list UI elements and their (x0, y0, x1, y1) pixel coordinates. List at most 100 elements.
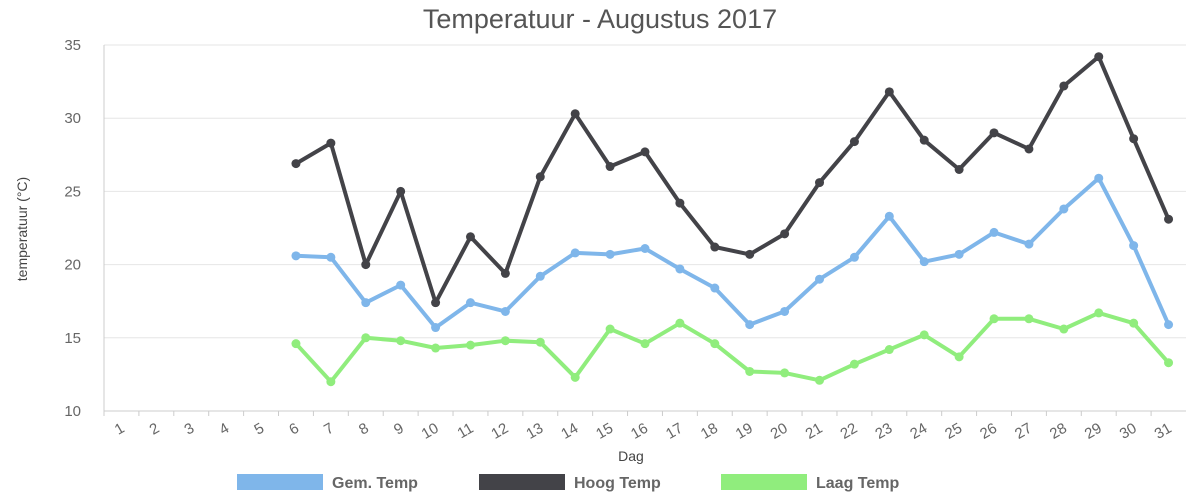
y-tick-label: 30 (64, 110, 81, 127)
data-point[interactable] (465, 232, 475, 242)
data-point[interactable] (675, 318, 685, 328)
series-gem-temp (291, 173, 1174, 333)
data-point[interactable] (570, 248, 580, 258)
x-tick-label: 27 (1012, 420, 1035, 443)
data-point[interactable] (815, 375, 825, 385)
series-laag-temp (291, 308, 1174, 387)
data-point[interactable] (1164, 320, 1174, 330)
data-point[interactable] (675, 264, 685, 274)
data-point[interactable] (954, 352, 964, 362)
data-point[interactable] (884, 87, 894, 97)
data-point[interactable] (745, 366, 755, 376)
data-point[interactable] (291, 159, 301, 169)
data-point[interactable] (1164, 358, 1174, 368)
data-point[interactable] (745, 249, 755, 259)
data-point[interactable] (919, 330, 929, 340)
data-point[interactable] (465, 340, 475, 350)
x-tick-label: 29 (1082, 420, 1105, 443)
data-point[interactable] (989, 227, 999, 237)
x-tick-label: 2 (147, 420, 163, 439)
legend: Gem. Temp Hoog Temp Laag Temp (237, 474, 900, 492)
data-point[interactable] (431, 343, 441, 353)
data-point[interactable] (1059, 81, 1069, 91)
data-point[interactable] (1094, 52, 1104, 62)
grid (104, 44, 1186, 339)
data-point[interactable] (431, 323, 441, 333)
data-point[interactable] (640, 339, 650, 349)
data-point[interactable] (535, 337, 545, 347)
data-point[interactable] (1164, 214, 1174, 224)
data-point[interactable] (570, 109, 580, 119)
data-point[interactable] (745, 320, 755, 330)
data-point[interactable] (500, 336, 510, 346)
data-point[interactable] (1094, 308, 1104, 318)
data-point[interactable] (1094, 173, 1104, 183)
x-tick-label: 1 (112, 420, 128, 439)
legend-item[interactable]: Gem. Temp (237, 474, 418, 492)
data-point[interactable] (884, 211, 894, 221)
data-point[interactable] (396, 186, 406, 196)
data-point[interactable] (605, 162, 615, 172)
series-line (294, 176, 1171, 330)
data-point[interactable] (780, 306, 790, 316)
data-point[interactable] (1024, 144, 1034, 154)
data-point[interactable] (361, 298, 371, 308)
data-point[interactable] (396, 336, 406, 346)
data-point[interactable] (849, 137, 859, 147)
data-point[interactable] (815, 274, 825, 284)
x-tick-label: 12 (488, 420, 511, 443)
data-point[interactable] (500, 268, 510, 278)
data-point[interactable] (849, 359, 859, 369)
data-point[interactable] (605, 324, 615, 334)
data-point[interactable] (535, 271, 545, 281)
y-tick-label: 15 (64, 330, 81, 347)
data-point[interactable] (989, 128, 999, 138)
data-point[interactable] (361, 260, 371, 270)
data-point[interactable] (396, 280, 406, 290)
data-point[interactable] (710, 242, 720, 252)
data-point[interactable] (710, 283, 720, 293)
data-point[interactable] (954, 164, 964, 174)
data-point[interactable] (500, 306, 510, 316)
x-tick-label: 30 (1117, 420, 1140, 443)
data-point[interactable] (849, 252, 859, 262)
data-point[interactable] (780, 368, 790, 378)
data-point[interactable] (710, 339, 720, 349)
data-point[interactable] (431, 298, 441, 308)
data-point[interactable] (1129, 134, 1139, 144)
data-point[interactable] (780, 229, 790, 239)
y-axis-label: temperatuur (°C) (14, 177, 30, 281)
data-point[interactable] (1024, 239, 1034, 249)
data-point[interactable] (919, 257, 929, 267)
data-point[interactable] (326, 138, 336, 148)
data-point[interactable] (1129, 318, 1139, 328)
legend-label: Gem. Temp (332, 475, 418, 492)
data-point[interactable] (465, 298, 475, 308)
data-point[interactable] (1059, 324, 1069, 334)
data-point[interactable] (605, 249, 615, 259)
data-point[interactable] (291, 251, 301, 261)
data-point[interactable] (989, 314, 999, 324)
y-tick-label: 25 (64, 183, 81, 200)
data-point[interactable] (535, 172, 545, 182)
data-point[interactable] (884, 345, 894, 355)
data-point[interactable] (1129, 241, 1139, 251)
data-point[interactable] (570, 372, 580, 382)
data-point[interactable] (675, 198, 685, 208)
data-point[interactable] (954, 249, 964, 259)
data-point[interactable] (326, 252, 336, 262)
data-point[interactable] (640, 147, 650, 157)
legend-item[interactable]: Hoog Temp (479, 474, 661, 492)
data-point[interactable] (640, 243, 650, 253)
x-tick-label: 28 (1047, 420, 1070, 443)
data-point[interactable] (1059, 204, 1069, 214)
data-point[interactable] (361, 333, 371, 343)
data-point[interactable] (326, 377, 336, 387)
legend-label: Hoog Temp (574, 475, 661, 492)
data-point[interactable] (291, 339, 301, 349)
data-point[interactable] (919, 135, 929, 145)
data-point[interactable] (815, 178, 825, 188)
data-point[interactable] (1024, 314, 1034, 324)
legend-item[interactable]: Laag Temp (721, 474, 900, 492)
x-tick-label: 10 (419, 420, 442, 443)
